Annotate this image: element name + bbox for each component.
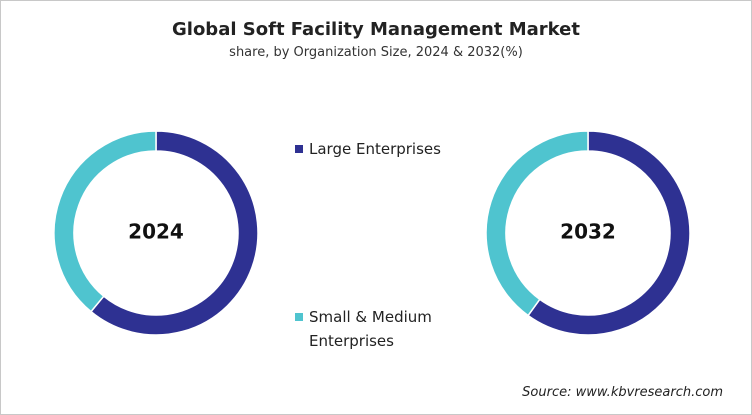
center-label: 2024: [128, 220, 184, 244]
donut-segment: [53, 130, 157, 313]
source: Source: www.kbvresearch.com: [522, 385, 723, 400]
donut-segment: [526, 130, 691, 336]
subtitle: share, by Organization Size, 2024 & 2032…: [229, 45, 523, 60]
legend-label: Large Enterprises: [309, 140, 441, 158]
legend-swatch: [295, 145, 303, 153]
center-label: 2032: [560, 220, 616, 244]
title: Global Soft Facility Management Market: [172, 19, 580, 40]
donut-segment: [89, 130, 259, 336]
legend-item: Large Enterprises: [295, 137, 465, 161]
legend-item: Small & Medium Enterprises: [295, 305, 445, 353]
legend-label: Small & Medium Enterprises: [309, 308, 432, 350]
legend-swatch: [295, 313, 303, 321]
donut-segment: [485, 130, 589, 317]
